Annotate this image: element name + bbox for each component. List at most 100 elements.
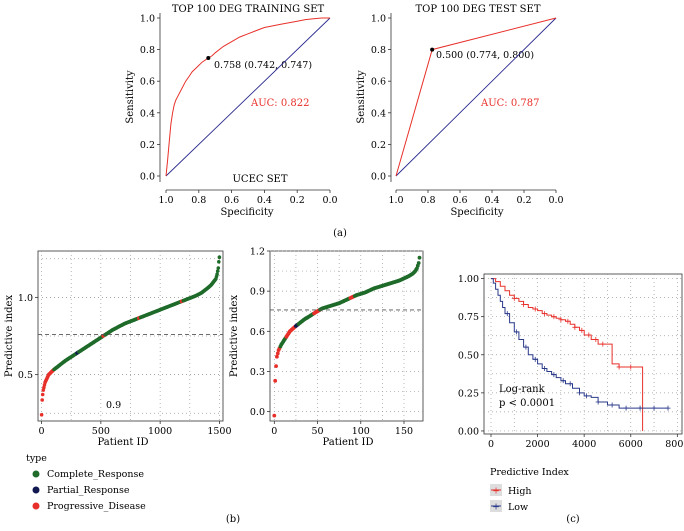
km-censor-mark-high (572, 324, 578, 330)
km-x-tick-label: 6000 (619, 439, 643, 450)
legend-b-marker-progressive (32, 502, 40, 510)
km-y-tick-label: 0.75 (458, 312, 479, 323)
pi-test-y-tick-label: 0.6 (250, 327, 265, 338)
roc-training-subtitle: UCEC SET (232, 174, 287, 185)
roc-train-x-tick-label: 1.0 (158, 195, 173, 206)
pi-train-point-complete (217, 255, 222, 259)
pi-test-point-progressive (273, 378, 278, 383)
pi-train-y-tick-label: 1.0 (18, 293, 33, 304)
roc-train-x-tick-label: 0.8 (191, 195, 206, 206)
km-censor-mark-high (579, 327, 585, 333)
roc-train-x-tick-label: 0.4 (257, 195, 272, 206)
km-x-tick-label: 4000 (572, 439, 596, 450)
legend-b-item-complete: Complete_Response (47, 469, 144, 480)
legend-c-item-low: Low (508, 502, 528, 513)
panel-label-c: (c) (566, 514, 580, 525)
roc-test-y-tick-label: 0.0 (371, 172, 386, 183)
roc-test-auc: AUC: 0.787 (480, 98, 539, 109)
roc-train-y-tick-label: 0.0 (140, 172, 155, 183)
pi-train-point-complete (215, 269, 220, 273)
km-y-tick-label: 0.25 (458, 388, 479, 399)
pi-test-y-tick-label: 0.3 (250, 367, 265, 378)
roc-test-x-tick-label: 0.4 (484, 195, 499, 206)
km-censor-mark-high (628, 364, 634, 370)
km-censor-mark-low (623, 405, 629, 411)
pi-train-y-tick-label: 0.5 (18, 370, 33, 381)
legend-c-title: Predictive Index (490, 467, 569, 478)
pi-test-y-tick-label: 0.0 (250, 407, 265, 418)
roc-train-y-tick-label: 0.6 (140, 77, 155, 88)
pi-test-y-label: Predictive index (229, 295, 240, 378)
km-censor-mark-low (577, 390, 583, 396)
roc-test-y-tick-label: 0.4 (371, 108, 386, 119)
roc-test-plot: TOP 100 DEG TEST SET Sensitivity Specifi… (356, 4, 564, 218)
pi-test-point-complete (417, 255, 422, 260)
roc-train-x-tick-label: 0.0 (322, 195, 337, 206)
pi-test-point-progressive (272, 413, 277, 418)
km-censor-mark-low (542, 365, 548, 371)
pi-test-y-tick-label: 0.9 (250, 287, 265, 298)
km-censor-mark-low (637, 405, 643, 411)
pi-test-x-tick-label: 0 (271, 426, 277, 437)
legend-b-title: type (26, 453, 47, 464)
pi-train-x-tick-label: 0 (39, 426, 45, 437)
roc-train-y-tick-label: 1.0 (140, 14, 155, 25)
roc-test-y-tick-label: 0.6 (371, 77, 386, 88)
predictive-index-training-plot: Patient ID Predictive index 0.9 0 500 1000… (4, 250, 232, 448)
km-censor-mark-low (560, 378, 566, 384)
km-censor-mark-low (532, 356, 538, 362)
roc-train-x-tick-label: 0.6 (224, 195, 239, 206)
roc-train-y-tick-label: 0.2 (140, 140, 155, 151)
km-censor-mark-high (542, 311, 548, 317)
roc-test-x-tick-label: 1.0 (388, 195, 403, 206)
roc-test-diagonal-line (395, 17, 557, 177)
pi-train-point-complete (215, 272, 219, 277)
km-censor-mark-low (651, 405, 657, 411)
pi-test-point-progressive (274, 364, 278, 368)
legend-b-item-partial: Partial_Response (47, 485, 130, 496)
roc-training-y-label: Sensitivity (125, 70, 136, 124)
km-censor-mark-low (583, 393, 589, 399)
km-y-tick-label: 0.00 (458, 426, 479, 437)
pi-test-x-label: Patient ID (323, 437, 374, 448)
km-censor-mark-high (616, 364, 622, 370)
roc-test-x-tick-label: 0.6 (452, 195, 467, 206)
predictive-index-test-plot: Patient ID Predictive index 0 50 100 150 0.0… (229, 247, 424, 448)
pi-train-x-tick-label: 500 (92, 426, 110, 437)
km-y-tick-label: 0.50 (458, 350, 479, 361)
roc-train-y-tick-label: 0.8 (140, 45, 155, 56)
km-annotation-line-2: p < 0.0001 (499, 398, 555, 409)
pi-test-x-tick-label: 150 (395, 426, 413, 437)
roc-training-title: TOP 100 DEG TRAINING SET (172, 4, 325, 15)
km-censor-mark-high (565, 318, 571, 324)
roc-test-x-tick-label: 0.8 (420, 195, 435, 206)
roc-test-y-tick-label: 0.8 (371, 45, 386, 56)
km-censor-mark-high (586, 332, 592, 338)
pi-test-point-complete (416, 261, 421, 265)
pi-train-point-progressive (40, 392, 45, 397)
km-frame (483, 273, 683, 435)
km-censor-mark-high (511, 295, 517, 301)
pi-train-point-progressive (39, 413, 44, 417)
pi-training-y-label: Predictive index (4, 295, 15, 378)
roc-train-threshold-point (206, 55, 211, 60)
legend-c-mark-high: + (492, 487, 500, 497)
km-censor-mark-low (514, 329, 520, 335)
pi-test-y-tick-label: 1.2 (250, 247, 265, 258)
km-x-tick-label: 2000 (525, 439, 549, 450)
roc-train-x-tick-label: 0.2 (290, 195, 305, 206)
km-censor-mark-high (593, 337, 599, 343)
panel-label-b: (b) (226, 514, 240, 525)
pi-test-point-progressive (275, 351, 280, 356)
roc-test-x-tick-label: 0.2 (516, 195, 531, 206)
roc-test-x-label: Specificity (450, 207, 503, 218)
roc-training-plot: TOP 100 DEG TRAINING SET Sensitivity Spe… (125, 4, 338, 218)
km-censor-mark-low (665, 405, 671, 411)
legend-b-item-progressive: Progressive_Disease (47, 501, 146, 512)
km-censor-mark-high (521, 301, 527, 307)
legend-b-marker-partial (32, 486, 40, 494)
roc-training-point-label: 0.758 (0.742, 0.747) (214, 60, 312, 71)
